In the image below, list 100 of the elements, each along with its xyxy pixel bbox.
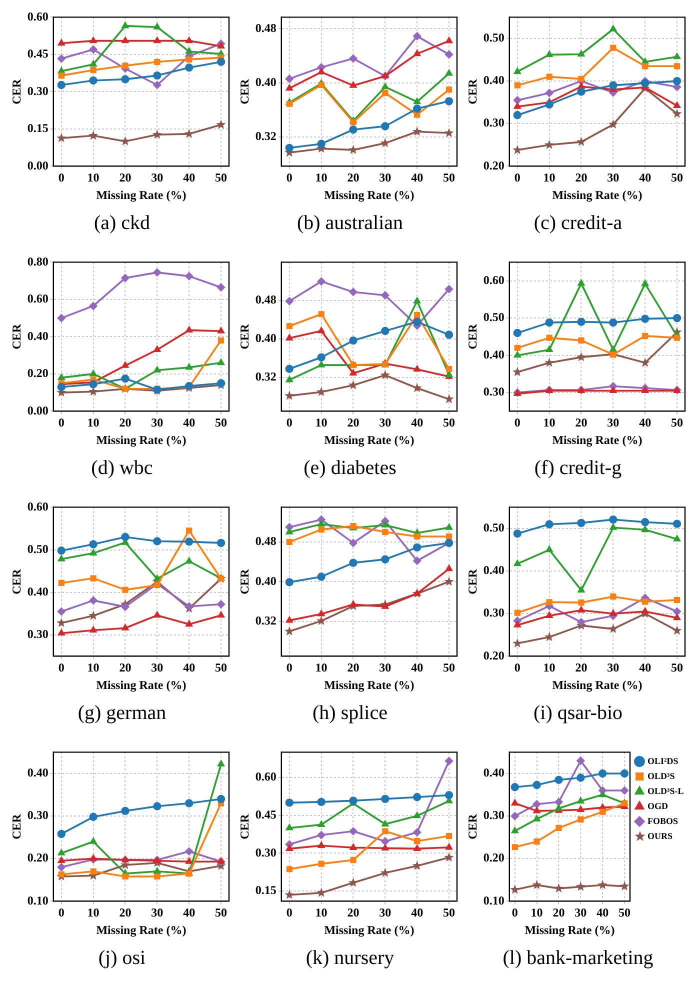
y-tick-label: 0.40 [255, 574, 276, 588]
x-tick-label: 0 [514, 660, 520, 674]
x-tick-label: 30 [379, 415, 392, 430]
y-tick-label: 0.40 [255, 331, 276, 346]
legend-label: OURS [648, 830, 673, 841]
x-tick-label: 50 [443, 415, 456, 430]
text: (g) german [78, 702, 166, 725]
y-tick-label: 0.60 [27, 292, 48, 306]
x-tick-label: 30 [379, 905, 392, 920]
y-tick-label: 0.48 [255, 534, 276, 548]
y-tick-label: 0.45 [27, 46, 48, 61]
x-tick-label: 0 [58, 905, 64, 920]
x-tick-label: 40 [639, 170, 652, 184]
y-tick-label: 0.40 [27, 328, 48, 343]
x-tick-label: 10 [543, 660, 556, 674]
y-axis-title: CER [465, 324, 480, 350]
x-tick-label: 0 [514, 170, 520, 184]
y-tick-label: 0.20 [483, 648, 504, 662]
y-tick-label: 0.40 [483, 347, 504, 362]
y-tick-label: 0.30 [27, 808, 48, 822]
y-tick-label: 0.10 [27, 893, 48, 908]
x-tick-label: 20 [575, 170, 588, 184]
x-tick-label: 30 [151, 415, 164, 430]
y-tick-label: 0.20 [483, 158, 504, 172]
y-tick-label: 0.40 [27, 766, 48, 780]
y-tick-label: 0.40 [255, 74, 276, 89]
y-axis-title: CER [9, 814, 24, 840]
x-axis-title: Missing Rate (%) [96, 678, 186, 692]
y-axis-title: CER [9, 78, 24, 104]
text: (j) osi [98, 947, 146, 970]
y-tick-label: 0.60 [255, 770, 276, 784]
x-tick-label: 50 [215, 660, 228, 674]
x-tick-label: 50 [443, 170, 456, 184]
text: (h) splice [312, 702, 388, 725]
x-tick-label: 10 [87, 660, 100, 674]
x-tick-label: 0 [514, 415, 520, 430]
y-tick-label: 0.48 [255, 292, 276, 307]
y-tick-label: 0.30 [483, 808, 504, 822]
y-tick-label: 0.32 [255, 129, 276, 144]
x-tick-label: 20 [347, 660, 360, 674]
x-tick-label: 20 [575, 415, 588, 430]
x-tick-label: 0 [512, 905, 518, 920]
x-tick-label: 30 [607, 660, 620, 674]
x-axis-title: Missing Rate (%) [524, 922, 615, 937]
y-tick-label: 0.30 [27, 84, 48, 98]
x-tick-label: 10 [543, 170, 556, 184]
y-tick-label: 0.50 [483, 30, 504, 45]
legend-label: FOBOS [648, 816, 678, 826]
y-tick-label: 0.00 [27, 403, 48, 418]
text: (k) nursery [306, 947, 394, 970]
y-tick-label: 0.60 [483, 272, 504, 287]
x-tick-label: 0 [58, 415, 64, 430]
legend-label: OGD [648, 800, 668, 811]
x-tick-label: 10 [87, 905, 100, 920]
x-tick-label: 10 [87, 170, 100, 184]
x-axis-title: Missing Rate (%) [96, 188, 186, 202]
y-tick-label: 0.40 [483, 563, 504, 578]
x-tick-label: 30 [151, 905, 164, 920]
x-tick-label: 0 [286, 415, 292, 430]
y-tick-label: 0.48 [255, 20, 276, 35]
x-tick-label: 20 [575, 660, 588, 674]
y-tick-label: 0.50 [483, 520, 504, 535]
y-axis-title: CER [9, 324, 24, 350]
y-tick-label: 0.30 [255, 845, 276, 860]
x-tick-label: 30 [607, 170, 620, 184]
x-axis-title: Missing Rate (%) [324, 922, 414, 937]
x-tick-label: 30 [379, 660, 392, 674]
x-tick-label: 50 [215, 170, 228, 184]
x-tick-label: 20 [119, 660, 132, 674]
text: (f) credit-g [534, 457, 622, 480]
x-tick-label: 20 [119, 905, 132, 920]
y-tick-label: 0.40 [483, 766, 504, 780]
x-tick-label: 50 [443, 660, 456, 674]
x-axis-title: Missing Rate (%) [552, 678, 642, 692]
x-tick-label: 40 [183, 415, 196, 430]
x-axis-title: Missing Rate (%) [96, 432, 186, 447]
text: (e) diabetes [304, 457, 396, 480]
y-axis-title: CER [9, 568, 24, 594]
x-tick-label: 30 [151, 660, 164, 674]
y-tick-label: 0.20 [483, 850, 504, 865]
legend-label: OLD³S-L [648, 786, 684, 796]
text: (d) wbc [91, 457, 153, 480]
x-tick-label: 20 [119, 170, 132, 184]
x-tick-label: 40 [183, 660, 196, 674]
x-axis-title: Missing Rate (%) [324, 432, 414, 447]
y-tick-label: 0.15 [27, 121, 48, 136]
y-tick-label: 0.10 [483, 893, 504, 908]
x-axis-title: Missing Rate (%) [552, 432, 642, 447]
y-tick-label: 0.30 [483, 606, 504, 620]
x-tick-label: 30 [379, 170, 392, 184]
x-tick-label: 40 [639, 415, 652, 430]
y-axis-title: CER [465, 568, 480, 594]
y-axis-title: CER [465, 78, 480, 104]
x-tick-label: 0 [58, 170, 64, 184]
x-axis-title: Missing Rate (%) [552, 188, 642, 202]
y-tick-label: 0.32 [255, 614, 276, 628]
text: (c) credit-a [534, 212, 622, 235]
x-tick-label: 50 [443, 905, 456, 920]
x-tick-label: 20 [347, 415, 360, 430]
x-tick-label: 30 [574, 905, 587, 920]
